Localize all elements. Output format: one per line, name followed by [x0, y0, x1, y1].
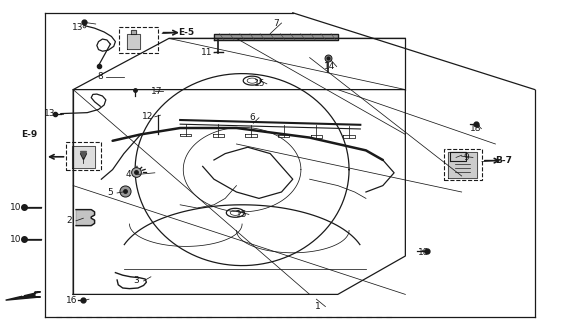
Polygon shape: [6, 292, 41, 300]
Text: FR.: FR.: [9, 289, 25, 298]
Text: 2: 2: [66, 216, 72, 225]
Polygon shape: [131, 30, 136, 34]
Text: E-5: E-5: [178, 28, 194, 37]
Text: E-9: E-9: [21, 130, 37, 139]
Text: 7: 7: [273, 19, 279, 28]
Text: 13: 13: [44, 109, 55, 118]
Text: 15: 15: [236, 210, 248, 219]
Text: 6: 6: [249, 113, 255, 122]
Text: 16: 16: [66, 296, 78, 305]
Polygon shape: [76, 210, 95, 226]
Text: 10: 10: [10, 204, 21, 212]
Text: 12: 12: [142, 112, 153, 121]
Bar: [444, 149, 482, 180]
Text: 15: 15: [254, 79, 266, 88]
Text: 1: 1: [315, 302, 321, 311]
Text: 13: 13: [72, 23, 83, 32]
Text: 18: 18: [418, 248, 429, 257]
Text: 10: 10: [10, 236, 21, 244]
Text: 11: 11: [202, 48, 213, 57]
Text: 14: 14: [324, 62, 335, 71]
Text: B-7: B-7: [495, 156, 512, 165]
Polygon shape: [448, 152, 477, 178]
Text: 8: 8: [97, 72, 103, 81]
Text: 5: 5: [107, 188, 113, 197]
Text: 9: 9: [463, 153, 469, 162]
Bar: [66, 142, 101, 170]
Polygon shape: [72, 146, 95, 168]
Text: 18: 18: [470, 124, 481, 133]
Text: 17: 17: [151, 87, 162, 96]
Text: 3: 3: [133, 276, 139, 285]
Bar: [119, 27, 158, 53]
Polygon shape: [127, 34, 140, 49]
Text: 4: 4: [126, 170, 131, 179]
Polygon shape: [450, 152, 466, 161]
